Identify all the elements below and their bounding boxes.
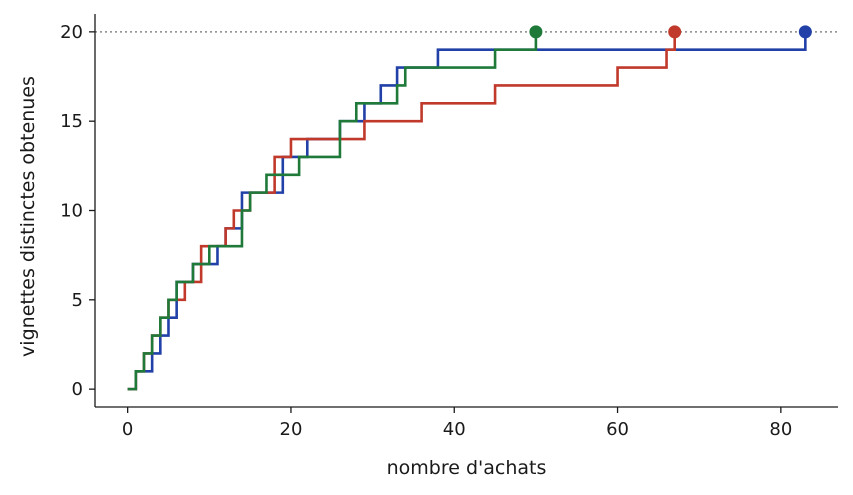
y-tick-label: 5 (72, 290, 83, 311)
y-tick-label: 20 (60, 22, 83, 43)
marker-layer (529, 25, 812, 39)
x-tick-label: 60 (606, 419, 629, 440)
y-tick-label: 15 (60, 111, 83, 132)
x-axis-label: nombre d'achats (387, 457, 547, 479)
y-axis-label: vignettes distinctes obtenues (17, 76, 39, 357)
y-tick-label: 0 (72, 379, 83, 400)
y-axis-ticks: 0 5 10 15 20 (60, 22, 95, 400)
x-tick-label: 40 (443, 419, 466, 440)
x-tick-label: 0 (122, 419, 133, 440)
series-endpoint-1 (798, 25, 812, 39)
series-endpoint-2 (668, 25, 682, 39)
x-tick-label: 20 (280, 419, 303, 440)
series-endpoint-3 (529, 25, 543, 39)
y-tick-label: 10 (60, 201, 83, 222)
series-layer (127, 31, 807, 391)
x-tick-label: 80 (769, 419, 792, 440)
x-axis-ticks: 0 20 40 60 80 (122, 407, 792, 440)
series-line-1 (127, 31, 807, 391)
series-line-3 (127, 31, 538, 391)
